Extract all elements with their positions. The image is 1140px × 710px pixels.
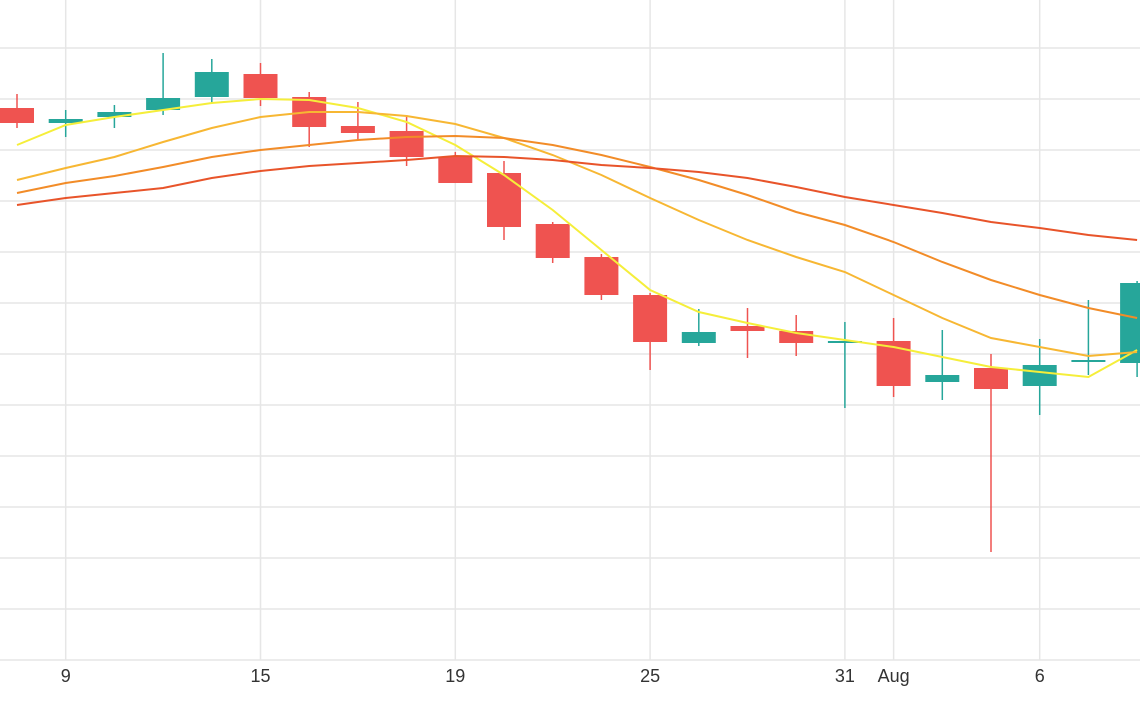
candle-body <box>1022 365 1057 386</box>
x-tick-label: Aug <box>878 666 910 686</box>
x-tick-label: 31 <box>835 666 855 686</box>
candle-body <box>730 326 765 331</box>
moving-average-line <box>16 111 1138 358</box>
candle-body <box>681 332 716 343</box>
candle-body <box>535 224 570 258</box>
candle-body <box>389 131 424 157</box>
x-tick-label: 19 <box>445 666 465 686</box>
candle-body <box>0 108 34 123</box>
x-tick-label: 25 <box>640 666 660 686</box>
x-tick-label: 9 <box>61 666 71 686</box>
x-tick-label: 15 <box>250 666 270 686</box>
candle-body <box>925 375 960 382</box>
x-tick-label: 6 <box>1035 666 1045 686</box>
candle-body <box>146 98 181 110</box>
candle-body <box>194 72 229 97</box>
candle-body <box>243 74 278 98</box>
candle-body <box>487 173 521 227</box>
moving-average-line <box>16 97 1138 379</box>
moving-average-line <box>16 154 1138 241</box>
candle-body <box>827 341 862 343</box>
candle-body <box>1071 360 1106 362</box>
candle-body <box>584 257 619 295</box>
candle-body <box>974 368 1008 389</box>
candle-body <box>48 119 83 123</box>
candle-body <box>438 157 473 183</box>
candle-body <box>1120 283 1140 363</box>
candle-body <box>340 126 375 133</box>
candle-body <box>97 112 132 117</box>
candle-body <box>633 295 668 342</box>
moving-average-line <box>16 134 1138 319</box>
